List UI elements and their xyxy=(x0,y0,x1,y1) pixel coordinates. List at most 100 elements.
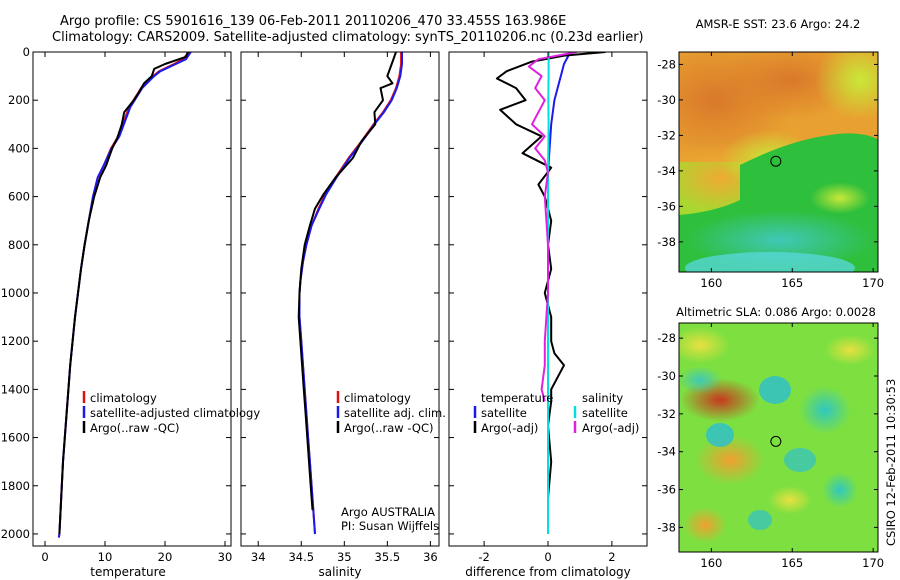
temperature-xtick-label: 30 xyxy=(218,550,233,564)
temperature-axes: 0 10 20 30 0 200 400 600 800 1000 1200 1400 1600 1800… xyxy=(1,45,233,564)
salinity-xtick-label: 35.5 xyxy=(375,550,401,564)
sst-map-lat-label: -34 xyxy=(657,164,676,178)
depth-tick-label: 400 xyxy=(8,141,30,155)
sla-low-eddy-4 xyxy=(784,448,816,472)
difference-series-salinity-argo-adj xyxy=(527,52,577,402)
salinity-axes-frame xyxy=(240,51,440,547)
sst-map-lat-label: -28 xyxy=(657,57,676,71)
sst-map-lat-label: -30 xyxy=(657,93,676,107)
temperature-series-argo-raw-qc xyxy=(58,52,189,535)
depth-tick-label: 1000 xyxy=(1,286,30,300)
legend-label-satellite-adjusted: satellite-adjusted climatology xyxy=(90,406,260,420)
difference-xtick-label: 2 xyxy=(608,550,615,564)
sla-low-eddy-2 xyxy=(799,386,851,434)
sla-map-lat-label: -28 xyxy=(657,331,676,345)
temperature-xlabel: temperature xyxy=(90,565,165,579)
sla-orange-southwest xyxy=(683,507,727,543)
figure-title-line-2: Climatology: CARS2009. Satellite-adjuste… xyxy=(52,30,644,45)
salinity-xlabel: salinity xyxy=(318,565,361,579)
sla-map-lat-label: -36 xyxy=(657,483,676,497)
legend-label-climatology: climatology xyxy=(344,391,411,405)
legend-label-argo: Argo(..raw -QC) xyxy=(344,421,434,435)
temperature-xtick-label: 10 xyxy=(98,550,113,564)
sla-argo-marker xyxy=(770,435,782,447)
salinity-xtick-label: 34.5 xyxy=(288,550,314,564)
legend-label-argo: Argo(..raw -QC) xyxy=(90,421,180,435)
sst-cyan-edge xyxy=(685,252,855,272)
salinity-annotation-line-2: PI: Susan Wijffels xyxy=(341,519,439,533)
sla-yellow-northeast xyxy=(825,335,875,365)
depth-tick-label: 1200 xyxy=(1,334,30,348)
salinity-series-argo-raw-qc xyxy=(297,52,397,510)
depth-tick-label: 600 xyxy=(8,190,30,204)
sla-low-eddy-3 xyxy=(706,423,734,447)
sst-map-lon-label: 170 xyxy=(862,276,884,290)
temperature-panel: 0 10 20 30 0 200 400 600 800 1000 1200 1400 1600 1800… xyxy=(1,45,261,579)
sla-map-lat-label: -38 xyxy=(657,520,676,534)
legend-label-satellite-adj: satellite adj. clim. xyxy=(344,406,446,420)
sst-map-lat-label: -32 xyxy=(657,128,676,142)
sla-low-eddy-5 xyxy=(822,472,858,508)
sla-map-panel: Altimetric SLA: 0.086 Argo: 0.0028 160 16… xyxy=(657,305,884,570)
legend-label-sal-satellite: satellite xyxy=(582,406,628,420)
sla-heatmap xyxy=(679,323,878,552)
sla-low-eddy-6 xyxy=(748,510,772,530)
sla-yellow-corner xyxy=(679,327,730,363)
sst-lime-east xyxy=(810,182,870,214)
temperature-series xyxy=(57,52,192,538)
difference-series-temperature-argo-adj xyxy=(495,52,606,534)
legend-label-temp-satellite: satellite xyxy=(481,406,527,420)
legend-label-climatology: climatology xyxy=(90,391,157,405)
depth-tick-label: 1400 xyxy=(1,382,30,396)
legend-label-sal-argo: Argo(-adj) xyxy=(582,421,639,435)
salinity-axes: 34 34.5 35 35.5 36 xyxy=(241,51,439,564)
depth-tick-label: 0 xyxy=(23,45,30,59)
difference-legend: temperature satellite Argo(-adj) salinit… xyxy=(473,391,639,435)
sst-argo-marker xyxy=(770,155,782,167)
sst-heatmap xyxy=(679,52,878,272)
legend-title-temperature: temperature xyxy=(481,391,553,405)
sla-map-lon-label: 170 xyxy=(862,556,884,570)
sst-map-lat-label: -36 xyxy=(657,199,676,213)
sst-map-title: AMSR-E SST: 23.6 Argo: 24.2 xyxy=(696,17,861,31)
sla-map-title: Altimetric SLA: 0.086 Argo: 0.0028 xyxy=(676,305,876,319)
sla-low-eddy-1 xyxy=(759,376,791,404)
salinity-xtick-label: 36 xyxy=(423,550,438,564)
temperature-xtick-label: 20 xyxy=(158,550,173,564)
legend-title-salinity: salinity xyxy=(582,391,623,405)
difference-series xyxy=(495,52,606,534)
depth-tick-label: 1800 xyxy=(1,479,30,493)
sla-high-west xyxy=(695,435,765,485)
figure-title-line-1: Argo profile: CS 5901616_139 06-Feb-2011… xyxy=(60,14,567,29)
salinity-series xyxy=(297,52,403,535)
salinity-annotation-line-1: Argo AUSTRALIA xyxy=(341,505,435,519)
sst-map-panel: AMSR-E SST: 23.6 Argo: 24.2 160 165 170 -28… xyxy=(657,17,884,290)
temperature-legend: climatology satellite-adjusted climatolo… xyxy=(82,391,260,435)
side-timestamp: CSIRO 12-Feb-2011 10:30:53 xyxy=(884,379,898,546)
sst-map-frame xyxy=(678,51,879,273)
sla-map-frame xyxy=(678,322,879,553)
difference-axes: -2 0 2 xyxy=(449,51,647,564)
salinity-legend: climatology satellite adj. clim. Argo(..… xyxy=(336,391,446,435)
sla-yellow-south xyxy=(768,486,812,514)
salinity-series-satellite-adj-clim xyxy=(298,52,403,535)
difference-panel: -2 0 2 difference from climatology tempera… xyxy=(448,51,648,579)
sla-map-lat-label: -34 xyxy=(657,445,676,459)
legend-label-temp-argo: Argo(-adj) xyxy=(481,421,538,435)
temperature-xtick-label: 0 xyxy=(41,550,48,564)
sst-map-lon-label: 160 xyxy=(700,276,722,290)
depth-tick-label: 200 xyxy=(8,93,30,107)
sla-map-axes: 160 165 170 -28 -30 -32 -34 -36 -38 xyxy=(657,323,884,570)
sla-map-lon-label: 165 xyxy=(781,556,803,570)
difference-series-salinity-satellite xyxy=(547,52,550,534)
sla-map-lat-label: -30 xyxy=(657,369,676,383)
sla-map-lon-label: 160 xyxy=(700,556,722,570)
difference-xtick-label: 0 xyxy=(544,550,551,564)
sst-map-axes: 160 165 170 -28 -30 -32 -34 -36 -38 xyxy=(657,52,884,290)
salinity-xtick-label: 34 xyxy=(251,550,266,564)
sst-map-lon-label: 165 xyxy=(781,276,803,290)
sla-low-eddy-7 xyxy=(679,366,722,394)
sla-map-lat-label: -32 xyxy=(657,407,676,421)
salinity-series-climatology xyxy=(298,52,403,535)
